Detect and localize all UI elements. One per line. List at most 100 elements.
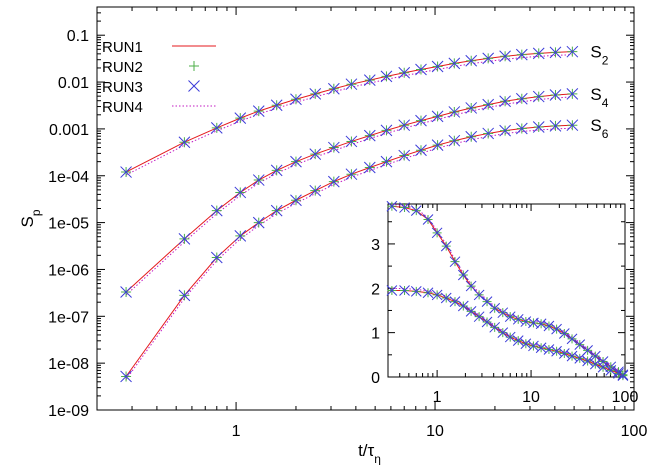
inset-run3-point	[551, 345, 562, 357]
run3-point	[234, 112, 247, 124]
inset-run3-point	[481, 316, 493, 328]
run3-point	[345, 78, 358, 91]
inset-run3-point	[504, 311, 516, 323]
inset-run3-point	[512, 313, 524, 325]
legend-label-run2: RUN2	[102, 59, 143, 76]
inset-series-lower	[386, 285, 629, 382]
run1-line	[125, 51, 573, 173]
y-tick-label: 0.01	[58, 75, 89, 92]
inset-run3-point	[489, 302, 501, 314]
inset-run4-line	[391, 288, 624, 375]
run3-point	[448, 134, 461, 147]
y-axis-label: Sp	[18, 209, 43, 227]
inset-run3-point	[574, 353, 586, 364]
run3-point	[270, 164, 283, 177]
run3-point	[252, 174, 265, 186]
inset-run3-point	[481, 296, 493, 307]
run3-point	[309, 87, 322, 100]
run3-point	[309, 184, 322, 197]
run3-point	[398, 119, 411, 132]
run3-point	[431, 60, 444, 73]
run3-point	[252, 216, 265, 229]
run3-point	[515, 122, 528, 135]
annotation-s6: S6	[590, 116, 608, 141]
run3-point	[532, 121, 545, 133]
inset-plot: 0 1 2 3 1 10 100	[371, 200, 639, 406]
run3-point	[234, 186, 247, 199]
inset-run3-point	[617, 370, 629, 382]
run3-point	[415, 144, 427, 157]
run3-point	[482, 127, 495, 140]
y-tick-label: 1e-09	[48, 403, 89, 420]
inset-run3-point	[399, 285, 410, 296]
inset-run3-point	[410, 205, 422, 217]
series-s2: S2	[120, 43, 609, 178]
x-tick-label: 1	[232, 423, 241, 440]
run3-point	[566, 45, 579, 58]
x-axis-label: t/τη	[358, 441, 381, 465]
inset-run3-point	[566, 350, 578, 362]
main-plot: 1e-09 1e-08 1e-07 1e-06 1e-05 1e-04 0.001 0.01 0…	[18, 6, 648, 465]
run3-point	[345, 168, 358, 181]
legend-swatch-run2	[189, 61, 199, 71]
run3-point	[210, 204, 223, 217]
run3-point	[327, 175, 340, 188]
inset-run3-point	[497, 307, 509, 319]
run3-point	[532, 90, 545, 103]
inset-run3-point	[597, 356, 609, 367]
run3-point	[532, 47, 545, 60]
inset-run3-point	[582, 355, 593, 367]
run3-point	[178, 289, 191, 302]
run3-point	[448, 106, 461, 118]
inset-run3-point	[543, 344, 555, 355]
run3-point	[566, 87, 579, 100]
run3-point	[415, 114, 427, 127]
run3-point	[290, 155, 302, 168]
run3-point	[345, 135, 358, 148]
run3-point	[363, 74, 376, 86]
run3-point	[448, 57, 461, 70]
run3-point	[465, 54, 478, 67]
annotation-subscript: 6	[602, 127, 609, 141]
inset-run3-point	[528, 340, 539, 352]
inset-run3-point	[589, 350, 601, 362]
inset-run3-point	[473, 289, 485, 301]
run3-point	[234, 230, 247, 242]
y-tick-label: 1e-06	[48, 262, 89, 279]
run3-point	[566, 119, 579, 132]
legend-label-run4: RUN4	[102, 99, 143, 116]
run3-point	[363, 161, 376, 174]
run3-point	[363, 129, 376, 142]
annotation-subscript: 4	[602, 96, 609, 110]
inset-run3-point	[504, 331, 516, 343]
inset-run3-point	[535, 318, 547, 330]
x-tick-label: 100	[621, 423, 648, 440]
run3-point	[252, 105, 265, 117]
run3-point	[515, 48, 528, 61]
inset-x-tick-label: 100	[612, 389, 639, 406]
run3-point	[515, 92, 528, 105]
inset-run3-point	[440, 292, 452, 304]
run3-point	[210, 122, 223, 134]
run3-point	[380, 155, 393, 168]
run3-point	[327, 141, 340, 154]
x-tick-label: 10	[426, 423, 444, 440]
inset-run3-point	[543, 320, 555, 332]
inset-y-tick-label: 1	[371, 326, 380, 343]
run4-line	[125, 54, 573, 176]
y-tick-label: 1e-05	[48, 216, 89, 233]
annotation-s2: S2	[590, 43, 608, 68]
inset-run3-point	[457, 300, 469, 312]
legend-label-run3: RUN3	[102, 79, 143, 96]
run3-point	[398, 149, 411, 162]
inset-run3-point	[489, 321, 501, 333]
series-s4: S4	[120, 85, 609, 298]
run3-point	[380, 124, 393, 137]
run3-point	[120, 166, 132, 178]
annotation-subscript: 2	[602, 54, 609, 68]
inset-run3-point	[431, 289, 443, 301]
run3-point	[499, 124, 511, 137]
inset-run3-point	[386, 285, 398, 296]
inset-x-tick-label: 1	[433, 389, 442, 406]
annotation-s4: S4	[590, 85, 608, 110]
